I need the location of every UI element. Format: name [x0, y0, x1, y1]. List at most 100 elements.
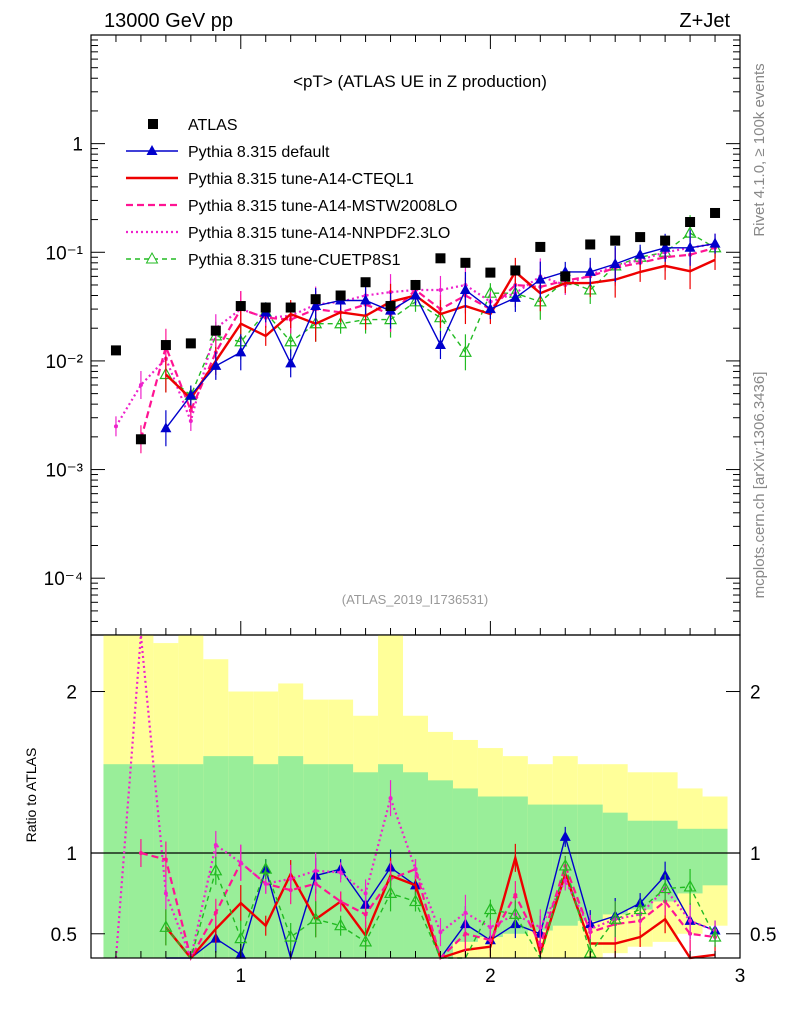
- mc-line: [115, 242, 716, 427]
- ratio-point: [633, 902, 647, 915]
- atlas-point: [460, 257, 471, 268]
- ratio-y-tick-label-right: 0.5: [750, 925, 776, 946]
- ratio-point: [708, 929, 722, 942]
- y-tick-label: 10⁻¹: [46, 243, 84, 264]
- mc-point: [434, 339, 446, 350]
- mc-point: [188, 408, 193, 413]
- ratio-point: [238, 860, 243, 865]
- mc-point: [509, 291, 521, 302]
- legend-entry: ATLAS: [188, 117, 238, 134]
- ratio-point: [559, 830, 571, 841]
- x-tick-label: 3: [735, 966, 746, 987]
- ratio-point: [558, 858, 572, 871]
- mc-point: [210, 359, 222, 370]
- ratio-point: [288, 876, 293, 881]
- legend-entry: Pythia 8.315 tune-A14-MSTW2008LO: [188, 198, 457, 215]
- ratio-point: [338, 899, 343, 904]
- atlas-point: [360, 277, 371, 288]
- legend: ATLAS Pythia 8.315 default Pythia 8.315 tu…: [126, 117, 457, 269]
- x-tick-label: 1: [235, 966, 246, 987]
- mc-point: [459, 283, 471, 294]
- ratio-panel: 0.5 0.5 1 1 2 2 1 2 3 Ratio to ATLAS: [23, 634, 776, 987]
- ratio-y-tick-label-right: 2: [750, 683, 761, 704]
- ratio-point: [338, 870, 343, 875]
- ratio-point: [163, 857, 168, 862]
- process-label: Z+Jet: [679, 10, 730, 32]
- mc-point: [458, 345, 472, 357]
- energy-label: 13000 GeV pp: [104, 10, 233, 32]
- mc-point: [138, 383, 143, 388]
- ratio-point: [488, 938, 493, 943]
- legend-entry: Pythia 8.315 default: [188, 144, 330, 161]
- atlas-point: [285, 302, 296, 313]
- atlas-point: [110, 345, 121, 356]
- mc-point: [113, 424, 118, 429]
- uncertainty-band-inner: [178, 764, 204, 958]
- atlas-point: [260, 302, 271, 313]
- ratio-point: [163, 891, 168, 896]
- ratio-point: [284, 929, 298, 942]
- ratio-point: [363, 912, 368, 917]
- atlas-point: [485, 267, 496, 278]
- atlas-point: [510, 265, 521, 276]
- ratio-point: [159, 920, 173, 932]
- ratio-point: [658, 881, 672, 894]
- ratio-y-tick-label: 2: [66, 683, 77, 704]
- atlas-point: [185, 338, 196, 349]
- mc-point: [534, 273, 546, 284]
- y-tick-label: 10⁻²: [46, 352, 84, 373]
- uncertainty-band-inner: [602, 812, 628, 915]
- y-tick-label: 10⁻⁴: [44, 569, 83, 590]
- ratio-point: [413, 867, 418, 872]
- ratio-point: [463, 931, 468, 936]
- legend-marker: [146, 145, 158, 155]
- ratio-point: [209, 863, 223, 876]
- mc-point: [310, 300, 322, 311]
- ratio-point: [384, 886, 398, 898]
- atlas-point: [235, 301, 246, 312]
- mc-point: [285, 357, 297, 368]
- ratio-point: [483, 902, 497, 915]
- atlas-point: [560, 271, 571, 282]
- atlas-point: [435, 253, 446, 264]
- atlas-point: [310, 294, 321, 305]
- atlas-point: [685, 216, 696, 227]
- ratio-point: [538, 925, 543, 930]
- mc-point: [609, 258, 621, 269]
- mc-point: [659, 241, 671, 252]
- analysis-watermark: (ATLAS_2019_I1736531): [342, 592, 488, 607]
- atlas-point: [635, 232, 646, 243]
- legend-marker: [145, 251, 159, 264]
- x-tick-label: 2: [485, 966, 496, 987]
- ratio-point: [334, 918, 348, 931]
- atlas-point: [660, 235, 671, 246]
- mc-point: [634, 248, 646, 259]
- y-tick-label: 10⁻³: [46, 461, 84, 482]
- ratio-point: [259, 861, 273, 874]
- ratio-y-tick-label: 1: [66, 844, 77, 865]
- ratio-point: [309, 911, 323, 924]
- mc-point: [185, 389, 197, 400]
- mc-point: [360, 294, 372, 305]
- chart-title: <pT> (ATLAS UE in Z production): [293, 72, 547, 91]
- ratio-point: [388, 796, 393, 801]
- ratio-y-tick-label: 0.5: [51, 925, 77, 946]
- atlas-point: [160, 340, 171, 351]
- ratio-point: [363, 891, 368, 896]
- ratio-point: [608, 911, 622, 924]
- ratio-ylabel: Ratio to ATLAS: [23, 748, 39, 843]
- mc-point: [410, 289, 421, 300]
- ratio-point: [408, 894, 423, 907]
- uncertainty-band-inner: [103, 764, 129, 958]
- mc-line: [165, 232, 716, 397]
- legend-marker-atlas: [148, 119, 158, 129]
- uncertainty-band-inner: [702, 828, 728, 886]
- ratio-point: [213, 842, 218, 847]
- ratio-point: [563, 878, 568, 883]
- ratio-point: [359, 934, 373, 947]
- mcplots-label: mcplots.cern.ch [arXiv:1306.3436]: [751, 372, 768, 599]
- ratio-point: [513, 893, 518, 898]
- mc-point: [188, 418, 193, 423]
- atlas-point: [610, 235, 621, 246]
